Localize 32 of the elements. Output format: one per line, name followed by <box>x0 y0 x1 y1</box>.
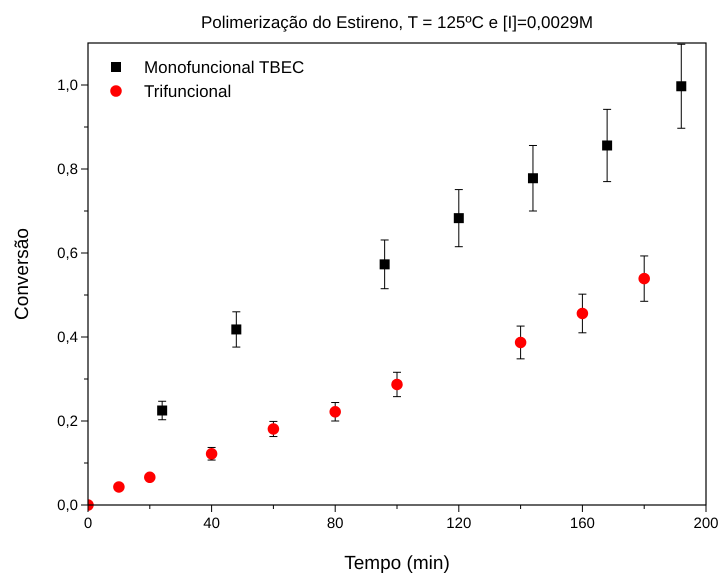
point <box>676 81 686 92</box>
point <box>268 423 280 435</box>
legend-label: Trifuncional <box>144 82 232 101</box>
legend-label: Monofuncional TBEC <box>144 58 304 77</box>
point <box>144 472 156 484</box>
y-tick-label: 0,4 <box>57 329 78 346</box>
point <box>602 140 612 150</box>
y-tick-label: 0,6 <box>57 245 78 262</box>
point <box>329 406 341 418</box>
point <box>528 173 538 184</box>
y-tick-label: 0,0 <box>57 497 78 514</box>
point <box>638 272 650 284</box>
point <box>380 259 390 270</box>
x-tick-label: 200 <box>693 515 719 532</box>
x-tick-label: 160 <box>570 515 595 532</box>
point <box>157 406 168 416</box>
point <box>454 213 464 224</box>
point <box>391 378 403 390</box>
chart-title: Polimerização do Estireno, T = 125ºC e [I]=0,0029M <box>200 13 594 32</box>
x-tick-label: 120 <box>446 515 472 532</box>
point <box>113 481 125 493</box>
y-tick-label: 0,2 <box>57 413 78 430</box>
y-tick-label: 1,0 <box>57 77 78 94</box>
x-axis-title: Tempo (min) <box>344 553 450 573</box>
y-tick-label: 0,8 <box>57 161 78 178</box>
point <box>514 336 526 348</box>
x-tick-label: 0 <box>84 515 92 532</box>
point <box>231 324 242 334</box>
y-axis-title: Conversão <box>12 228 33 320</box>
point <box>576 308 588 320</box>
x-tick-label: 80 <box>326 515 344 532</box>
x-tick-label: 40 <box>203 515 220 532</box>
